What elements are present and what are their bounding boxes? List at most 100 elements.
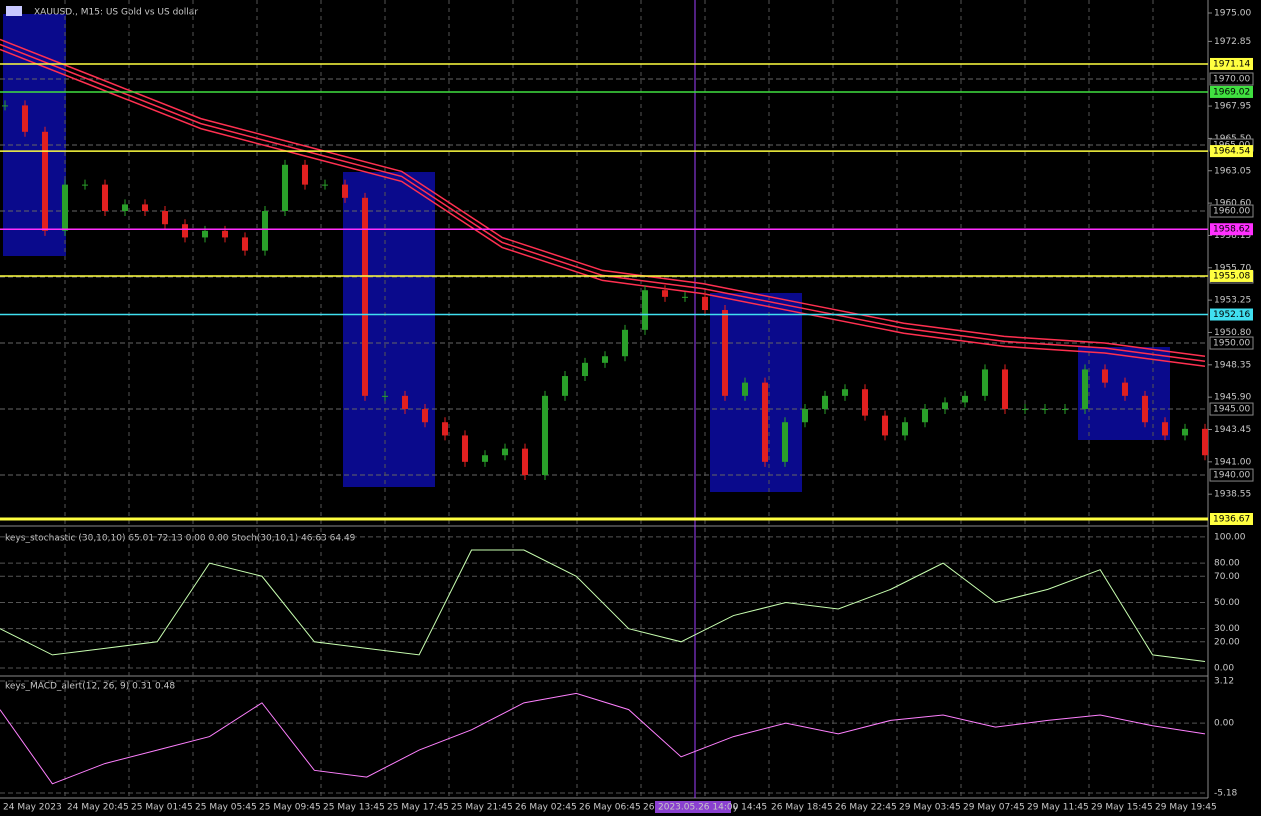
candle [102, 184, 108, 212]
level-box [1210, 269, 1253, 282]
time-label: 25 May 01:45 [131, 803, 193, 813]
candle [902, 422, 908, 436]
candle [142, 204, 148, 212]
candle [22, 105, 28, 132]
level-box [1210, 57, 1253, 70]
candle [182, 224, 188, 238]
candle [1022, 409, 1028, 411]
candle [1142, 395, 1148, 423]
level-box [1210, 223, 1253, 236]
time-label: 25 May 13:45 [323, 803, 385, 813]
candle [602, 356, 608, 363]
price-box [1209, 402, 1254, 416]
time-label: 26 May 06:45 [579, 803, 641, 813]
level-box [1210, 308, 1253, 321]
candle [842, 389, 848, 396]
tick-label: 0.00 [1214, 664, 1234, 674]
price-tick-label: 1975.00 [1214, 9, 1251, 19]
price-box [1209, 204, 1254, 218]
zone-box [3, 14, 66, 256]
candle [702, 296, 708, 311]
price-tick-label: 1943.45 [1214, 425, 1251, 435]
candle [782, 422, 788, 462]
price-tick-label: 1960.60 [1214, 199, 1251, 209]
candle [822, 395, 828, 410]
time-label: 26 May 02:45 [515, 803, 577, 813]
price-box [1209, 336, 1254, 350]
candle [222, 230, 228, 238]
candle [1002, 369, 1008, 410]
price-tick-label: 1972.85 [1214, 37, 1251, 47]
candle [62, 184, 68, 231]
level-label: 1958.62 [1213, 225, 1250, 235]
level-box [1210, 513, 1253, 525]
price-tick-label: 1967.95 [1214, 102, 1251, 112]
candle [282, 164, 288, 212]
moving-average [0, 38, 1206, 357]
candle [482, 455, 488, 462]
candle [1202, 428, 1208, 456]
candle [922, 409, 928, 423]
tick-label: 3.12 [1214, 677, 1234, 687]
candle [202, 230, 208, 238]
level-box [1210, 85, 1253, 98]
indicator-line [0, 692, 1206, 785]
cursor-time: 2023.05.26 14:00 [658, 803, 739, 813]
level-label: 1969.02 [1213, 87, 1250, 97]
chart-title: XAUUSD., M15: US Gold vs US dollar [34, 8, 198, 18]
price-box-label: 1970.00 [1213, 75, 1250, 85]
level-label: 1971.14 [1213, 59, 1250, 69]
price-box-label: 1940.00 [1213, 471, 1250, 481]
time-label: 24 May 20:45 [67, 803, 129, 813]
zone-box [343, 172, 435, 487]
level-box [1210, 145, 1253, 158]
candle [802, 409, 808, 423]
level-label: 1936.67 [1213, 515, 1250, 525]
candle [762, 382, 768, 462]
price-box-label: 1950.00 [1213, 339, 1250, 349]
tick-label: 100.00 [1214, 532, 1246, 542]
price-box-label: 1945.00 [1213, 405, 1250, 415]
candle [522, 448, 528, 476]
candle [1062, 409, 1068, 411]
price-tick-label: 1953.25 [1214, 296, 1251, 306]
candle [402, 395, 408, 410]
candle [622, 329, 628, 357]
stochastic-label: keys_stochastic (30,10,10) 65.01 72.13 0… [5, 534, 356, 544]
candle [82, 184, 88, 186]
time-label: 25 May 09:45 [259, 803, 321, 813]
candle [1082, 369, 1088, 410]
candle [302, 164, 308, 185]
candle [462, 435, 468, 462]
price-box [1209, 72, 1254, 86]
candle [442, 422, 448, 436]
candle [1182, 428, 1188, 436]
tick-label: 70.00 [1214, 572, 1240, 582]
candle [982, 369, 988, 396]
tick-label: 50.00 [1214, 598, 1240, 608]
time-label: y 14:45 [733, 803, 767, 813]
time-label: 26 May 22:45 [835, 803, 897, 813]
candle [642, 290, 648, 330]
tick-label: 30.00 [1214, 624, 1240, 634]
indicator-line [0, 549, 1206, 662]
time-label: 26 May 18:45 [771, 803, 833, 813]
time-label: 26 [643, 803, 655, 813]
candle [882, 415, 888, 436]
candle [942, 402, 948, 410]
candle [722, 310, 728, 396]
candle [1122, 382, 1128, 396]
candle [1042, 409, 1048, 411]
price-box-label: 1960.00 [1213, 207, 1250, 217]
candle [42, 131, 48, 231]
candle [342, 184, 348, 198]
candle [862, 389, 868, 416]
tick-label: 20.00 [1214, 637, 1240, 647]
time-label: 29 May 15:45 [1091, 803, 1153, 813]
candle [1102, 369, 1108, 383]
moving-average [0, 48, 1206, 367]
candle [1162, 422, 1168, 436]
candle [742, 382, 748, 396]
